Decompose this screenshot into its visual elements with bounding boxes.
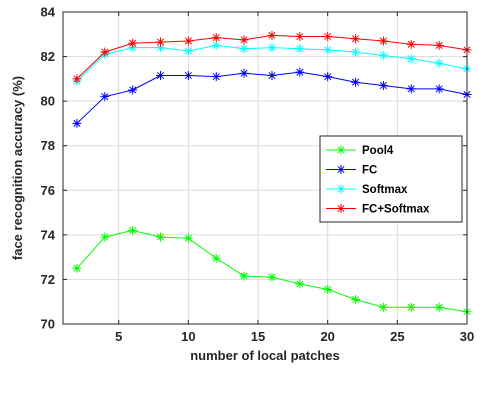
y-axis-label: face recognition accuracy (%) <box>10 76 25 260</box>
data-point-pool4 <box>434 302 444 312</box>
data-point-fc-softmax <box>323 32 333 42</box>
x-axis-label: number of local patches <box>190 348 340 363</box>
data-point-pool4 <box>72 263 82 273</box>
data-point-fc-softmax <box>434 40 444 50</box>
data-point-fc-softmax <box>378 36 388 46</box>
data-point-fc-softmax <box>128 38 138 48</box>
legend-swatch-marker <box>336 184 346 194</box>
data-point-softmax <box>183 46 193 56</box>
data-point-fc <box>239 68 249 78</box>
data-point-fc <box>72 118 82 128</box>
data-point-fc <box>128 85 138 95</box>
axes-box <box>62 11 468 325</box>
data-point-pool4 <box>378 302 388 312</box>
data-point-fc <box>434 84 444 94</box>
data-point-softmax <box>156 43 166 53</box>
x-tick-label: 5 <box>115 329 122 344</box>
data-point-pool4 <box>295 279 305 289</box>
data-point-fc-softmax <box>156 37 166 47</box>
data-point-pool4 <box>183 233 193 243</box>
data-point-pool4 <box>351 294 361 304</box>
y-tick-label: 78 <box>41 138 55 153</box>
data-point-softmax <box>406 54 416 64</box>
legend-swatch-marker <box>336 204 346 213</box>
data-point-pool4 <box>128 225 138 235</box>
data-point-pool4 <box>100 232 110 242</box>
data-point-fc <box>267 71 277 81</box>
legend-label: Softmax <box>362 184 408 196</box>
legend-swatch-marker <box>336 165 346 174</box>
data-point-fc <box>183 71 193 81</box>
data-point-softmax <box>351 47 361 57</box>
data-point-softmax <box>434 58 444 68</box>
legend-label: FC+Softmax <box>362 204 430 216</box>
data-point-fc <box>378 81 388 91</box>
data-point-fc-softmax <box>72 74 82 84</box>
legend-label: FC <box>362 165 377 177</box>
axes: 5 10 15 20 25 30 70 72 74 76 78 80 82 84 <box>41 5 475 345</box>
data-point-pool4 <box>211 253 221 263</box>
data-point-fc <box>100 92 110 102</box>
data-point-fc-softmax <box>295 32 305 42</box>
data-point-fc <box>406 84 416 94</box>
x-tick-label: 10 <box>181 329 195 344</box>
data-point-fc-softmax <box>239 35 249 45</box>
data-point-pool4 <box>156 232 166 242</box>
data-point-pool4 <box>406 302 416 312</box>
data-point-fc-softmax <box>211 33 221 43</box>
data-point-fc-softmax <box>267 30 277 40</box>
data-point-softmax <box>378 50 388 60</box>
x-tick-label: 20 <box>320 329 334 344</box>
data-point-fc-softmax <box>351 34 361 44</box>
x-tick-label: 30 <box>460 329 474 344</box>
data-point-softmax <box>211 40 221 50</box>
y-tick-label: 82 <box>41 49 55 64</box>
legend: Pool4 FC Softmax FC+Softmax <box>319 135 463 223</box>
data-point-softmax <box>267 43 277 53</box>
series-pool4 <box>72 225 472 317</box>
data-point-fc <box>156 71 166 81</box>
legend-item-softmax: Softmax <box>326 184 408 196</box>
legend-item-fc: FC <box>326 165 377 177</box>
legend-label: Pool4 <box>362 145 394 157</box>
data-point-pool4 <box>239 271 249 281</box>
data-point-softmax <box>239 44 249 54</box>
data-point-fc <box>211 72 221 82</box>
x-tick-label: 15 <box>251 329 265 344</box>
data-point-pool4 <box>267 272 277 282</box>
data-point-fc <box>295 67 305 77</box>
legend-box <box>319 135 463 223</box>
data-point-fc-softmax <box>100 47 110 57</box>
data-point-pool4 <box>323 284 333 294</box>
x-tick-label: 25 <box>390 329 404 344</box>
legend-item-fc-softmax: FC+Softmax <box>326 204 430 216</box>
data-point-fc <box>323 72 333 82</box>
y-tick-label: 74 <box>41 227 56 242</box>
y-tick-label: 70 <box>41 317 55 332</box>
data-point-softmax <box>295 44 305 54</box>
legend-item-pool4: Pool4 <box>326 145 394 157</box>
y-tick-label: 84 <box>41 5 56 20</box>
data-point-fc-softmax <box>183 36 193 46</box>
y-tick-label: 72 <box>41 272 55 287</box>
y-tick-label: 80 <box>41 94 55 109</box>
legend-swatch-marker <box>336 145 346 155</box>
data-point-fc-softmax <box>406 39 416 49</box>
data-point-fc <box>351 77 361 87</box>
data-point-softmax <box>323 45 333 55</box>
y-tick-label: 76 <box>41 183 55 198</box>
